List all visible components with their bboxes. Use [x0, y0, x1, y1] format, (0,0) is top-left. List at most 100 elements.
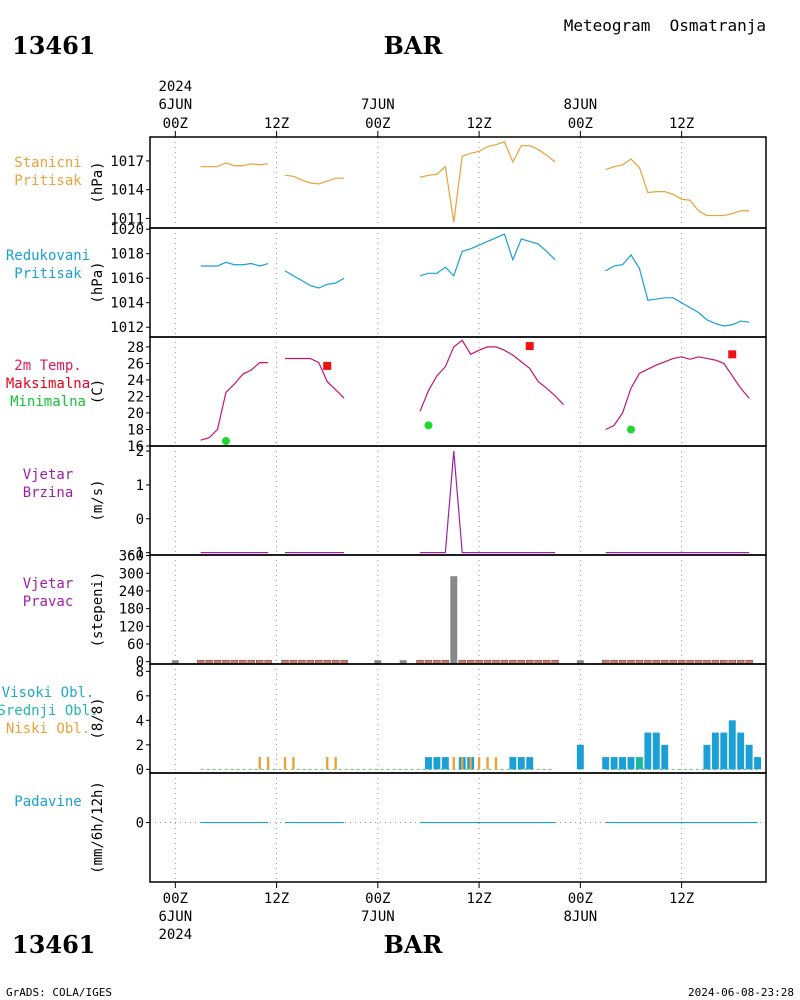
y-tick-label: 1017 [110, 154, 144, 170]
mid-cloud-bar [635, 757, 643, 770]
high-cloud-bar [576, 744, 584, 770]
high-cloud-bar [441, 757, 449, 770]
station_pressure-series-line [200, 162, 269, 168]
low-cloud-bar [486, 757, 489, 770]
low-cloud-bar [283, 757, 287, 770]
high-cloud-bar [661, 744, 669, 770]
y-axis-label: (hPa) [90, 261, 106, 303]
station_pressure-series-line [284, 174, 345, 185]
top-year-label: 2024 [158, 79, 192, 95]
y-tick-label: 300 [119, 566, 144, 582]
y-tick-label: 26 [127, 356, 144, 372]
panel-frame [149, 663, 767, 774]
panel-label: 2m Temp. [14, 358, 81, 374]
low-cloud-bar [469, 757, 472, 770]
y-tick-label: 4 [136, 713, 144, 729]
panel-frame [149, 136, 767, 229]
y-tick-label: 1 [136, 478, 144, 494]
high-cloud-bar [517, 757, 525, 770]
calm-bar [374, 660, 382, 664]
y-tick-label: 16 [127, 439, 144, 455]
y-tick-label: 1014 [110, 183, 144, 199]
top-date-label: 7JUN [361, 97, 395, 113]
panel-label: Redukovani [6, 248, 90, 264]
bottom-date-label: 8JUN [563, 909, 597, 925]
y-tick-label: 0 [136, 816, 144, 832]
y-axis-label: (C) [90, 379, 106, 404]
bottom-year-label: 2024 [158, 927, 192, 943]
y-axis-label: (hPa) [90, 161, 106, 203]
meteogram-title: Meteogram Osmatranja [564, 16, 766, 35]
high-cloud-bar [728, 720, 736, 770]
panel-label: Pritisak [14, 173, 82, 189]
temperature-series-line [285, 357, 345, 399]
panel-label: Maksimalna [6, 376, 90, 392]
high-cloud-bar [703, 744, 711, 770]
low-cloud-bar [258, 757, 261, 770]
station_pressure-series-line [605, 158, 750, 217]
panel-label: Vjetar [23, 467, 74, 483]
panel-frame [149, 554, 767, 665]
reduced_pressure-series-line [200, 261, 269, 267]
high-cloud-bar [711, 732, 719, 770]
high-cloud-bar [745, 744, 753, 770]
max-temp-marker [323, 361, 332, 370]
calm-bar [171, 660, 179, 664]
panel-label: Vjetar [23, 576, 74, 592]
y-tick-label: -1 [127, 546, 144, 562]
y-tick-label: 1011 [110, 211, 144, 227]
y-axis-label: (8/8) [90, 697, 106, 739]
panel-label: Srednji Obl. [0, 703, 99, 719]
temperature-series-line [605, 356, 750, 431]
high-cloud-bar [509, 757, 517, 770]
y-tick-label: 240 [119, 584, 144, 600]
high-cloud-bar [720, 732, 728, 770]
top-hour-label: 00Z [163, 116, 188, 132]
y-tick-label: 18 [127, 422, 144, 438]
min-temp-marker [221, 437, 230, 446]
high-cloud-bar [602, 757, 610, 770]
high-cloud-bar [526, 757, 534, 770]
high-cloud-bar [754, 757, 762, 770]
panel-label: Stanicni [14, 155, 81, 171]
y-tick-label: 2 [136, 738, 144, 754]
bottom-hour-label: 00Z [365, 891, 390, 907]
max-temp-marker [728, 350, 737, 359]
panel-label: Pritisak [14, 266, 82, 282]
bottom-date-label: 6JUN [158, 909, 192, 925]
wind_speed-series-line [420, 451, 556, 554]
low-cloud-bar [494, 757, 498, 770]
min-temp-marker [626, 425, 635, 434]
high-cloud-bar [433, 757, 441, 770]
top-date-label: 6JUN [158, 97, 192, 113]
y-axis-label: (stepeni) [90, 572, 106, 648]
max-temp-marker [525, 342, 534, 351]
y-tick-label: 1020 [110, 222, 144, 238]
y-tick-label: 22 [127, 389, 144, 405]
y-tick-label: 60 [127, 637, 144, 653]
y-tick-label: 2 [136, 444, 144, 460]
low-cloud-bar [325, 757, 329, 770]
bottom-hour-label: 12Z [669, 891, 694, 907]
station-name-footer: BAR [384, 930, 444, 959]
y-tick-label: 1012 [110, 320, 144, 336]
y-tick-label: 28 [127, 340, 144, 356]
y-tick-label: 1014 [110, 296, 144, 312]
top-hour-label: 12Z [669, 116, 694, 132]
panel-frame [149, 227, 767, 338]
low-cloud-bar [477, 757, 481, 770]
low-cloud-bar [461, 757, 464, 770]
reduced_pressure-series-line [419, 233, 556, 277]
station_pressure-series-line [419, 141, 556, 223]
panel-frame [149, 772, 767, 883]
top-hour-label: 00Z [568, 116, 593, 132]
station-name-header: BAR [384, 31, 444, 60]
top-date-label: 8JUN [563, 97, 597, 113]
station-id-header: 13461 [12, 31, 96, 60]
low-cloud-bar [452, 757, 455, 770]
top-hour-label: 00Z [365, 116, 390, 132]
low-cloud-bar [292, 757, 295, 770]
bottom-hour-label: 00Z [568, 891, 593, 907]
reduced_pressure-series-line [284, 270, 345, 289]
y-tick-label: 1016 [110, 271, 144, 287]
